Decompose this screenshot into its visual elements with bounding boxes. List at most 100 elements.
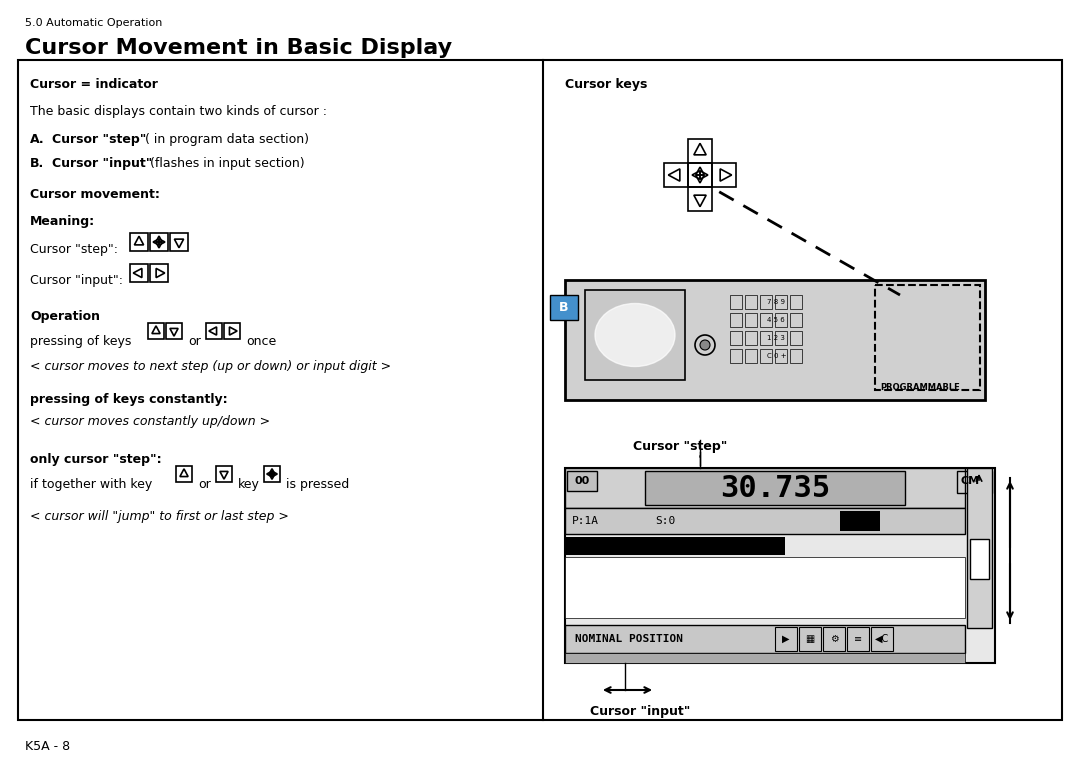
Bar [550,295,578,320]
Text: C 0 +: C 0 + [767,353,786,359]
Text: Cursor Movement in Basic Display: Cursor Movement in Basic Display [25,38,453,58]
Text: Meaning:: Meaning: [30,215,95,228]
Text: PROGRAMMABLE: PROGRAMMABLE [880,383,960,392]
Bar [745,331,757,345]
Bar [957,471,993,493]
Text: pressing of keys constantly:: pressing of keys constantly: [30,393,228,406]
Bar [130,264,148,282]
Bar [664,163,688,187]
Text: NOMINAL POSITION: NOMINAL POSITION [575,634,683,644]
Bar [567,471,597,491]
Text: Cursor "input": Cursor "input" [590,705,690,718]
Bar [730,313,742,327]
Bar [775,313,787,327]
Bar [875,285,980,390]
Bar [645,471,905,505]
Bar [870,627,893,651]
Text: is pressed: is pressed [286,478,349,491]
Bar [585,290,685,380]
Bar [206,323,222,339]
Bar [760,349,772,363]
Bar [789,349,802,363]
Text: 00: 00 [575,476,590,486]
Text: or: or [198,478,211,491]
Bar [745,295,757,309]
Bar [745,349,757,363]
Text: 1 2 3: 1 2 3 [767,335,785,341]
Text: ▦: ▦ [806,634,814,644]
Text: ◀C: ◀C [875,634,889,644]
Bar [967,468,993,628]
Bar [688,163,712,187]
Bar [970,539,989,579]
Ellipse shape [595,304,675,366]
Bar [760,313,772,327]
Bar [789,331,802,345]
Bar [760,331,772,345]
Text: ⚙: ⚙ [829,634,838,644]
Text: Cursor "step": Cursor "step" [52,133,147,146]
Bar [775,331,787,345]
Bar [565,653,966,663]
Bar [712,163,735,187]
Bar [847,627,869,651]
Bar [730,331,742,345]
Text: 30.735: 30.735 [720,474,831,503]
Text: Cursor "step":: Cursor "step": [30,243,118,256]
Text: 7 8 9: 7 8 9 [767,299,785,305]
Text: P:1A: P:1A [571,516,598,526]
Text: if together with key: if together with key [30,478,152,491]
Text: < cursor will "jump" to first or last step >: < cursor will "jump" to first or last st… [30,510,288,523]
Bar [176,466,192,482]
Text: 4 5 6: 4 5 6 [767,317,785,323]
Text: Cursor keys: Cursor keys [565,78,647,91]
Text: < cursor moves constantly up/down >: < cursor moves constantly up/down > [30,415,270,428]
Bar [760,295,772,309]
Circle shape [700,340,710,350]
Bar [264,466,280,482]
Text: 5.0 Automatic Operation: 5.0 Automatic Operation [25,18,162,28]
Bar [775,295,787,309]
Bar [565,557,966,618]
Bar [799,627,821,651]
Bar [148,323,164,339]
Bar [565,625,966,653]
Bar [789,295,802,309]
Bar [565,468,966,508]
Bar [150,233,168,251]
Text: Cursor "step": Cursor "step" [633,440,727,453]
Bar [18,60,1062,720]
Bar [688,139,712,163]
Bar [823,627,845,651]
Text: key: key [238,478,260,491]
Text: once: once [246,335,276,348]
Bar [565,468,995,663]
Text: ▶: ▶ [782,634,789,644]
Text: Cursor = indicator: Cursor = indicator [30,78,158,91]
Bar [730,349,742,363]
Bar [150,264,168,282]
Bar [688,187,712,211]
Bar [565,508,966,534]
Bar [224,323,240,339]
Bar [789,313,802,327]
Bar [775,627,797,651]
Bar [840,511,880,531]
Text: A.: A. [30,133,44,146]
Bar [130,233,148,251]
Text: B.: B. [30,157,44,170]
Text: only cursor "step":: only cursor "step": [30,453,162,466]
Bar [166,323,183,339]
Bar [565,280,985,400]
Text: pressing of keys: pressing of keys [30,335,132,348]
Text: < cursor moves to next step (up or down) or input digit >: < cursor moves to next step (up or down)… [30,360,391,373]
Bar [730,295,742,309]
Text: The basic displays contain two kinds of cursor :: The basic displays contain two kinds of … [30,105,327,118]
Text: Operation: Operation [30,310,100,323]
Text: Cursor movement:: Cursor movement: [30,188,160,201]
Bar [745,313,757,327]
Text: K5A - 8: K5A - 8 [25,740,70,753]
Text: ≡: ≡ [854,634,862,644]
Text: B: B [559,301,569,314]
Bar [216,466,232,482]
